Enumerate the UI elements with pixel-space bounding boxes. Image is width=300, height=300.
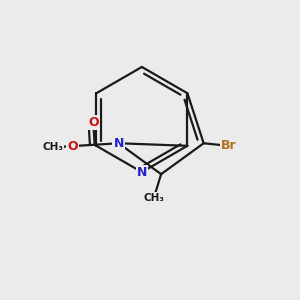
Text: CH₃: CH₃ [143, 193, 164, 203]
Text: O: O [88, 116, 99, 129]
Text: Br: Br [221, 139, 237, 152]
Text: O: O [67, 140, 78, 153]
Text: CH₃: CH₃ [43, 142, 64, 152]
Text: N: N [137, 166, 147, 178]
Text: N: N [113, 137, 124, 150]
